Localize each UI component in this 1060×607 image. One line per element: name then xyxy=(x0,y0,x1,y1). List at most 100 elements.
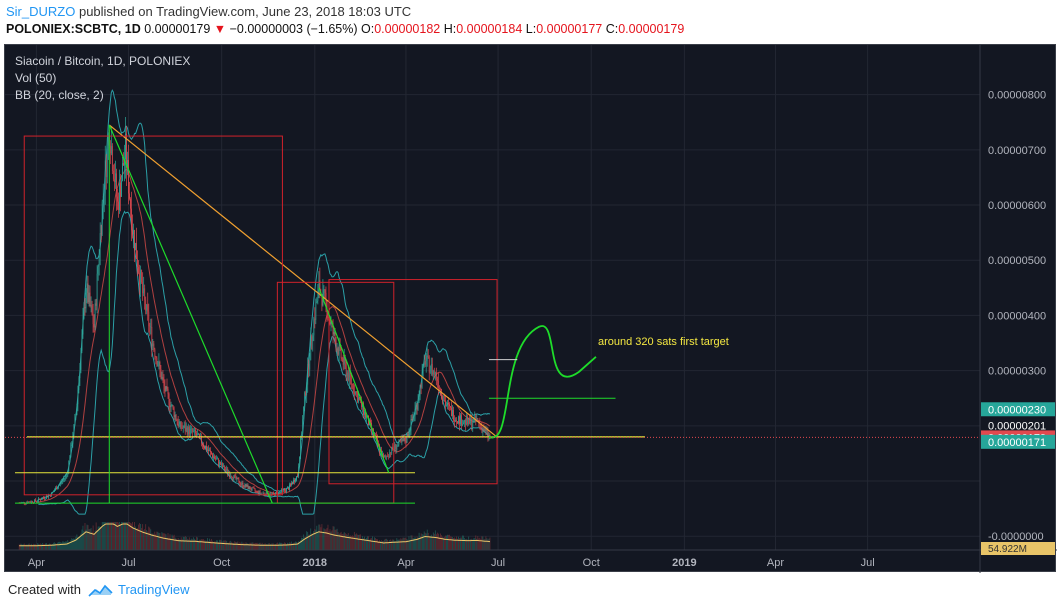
close-value: 0.00000179 xyxy=(618,22,685,36)
price-badge xyxy=(981,402,1055,417)
tradingview-logo-icon[interactable] xyxy=(88,581,114,599)
candle-body xyxy=(48,495,49,498)
volume-bar xyxy=(379,540,380,550)
candle-body xyxy=(384,455,386,458)
candle-body xyxy=(95,303,97,306)
candle-body xyxy=(167,388,169,394)
candle-body xyxy=(424,361,426,365)
volume-bar xyxy=(409,540,411,550)
candle-body xyxy=(103,193,105,197)
volume-bar xyxy=(405,537,407,550)
candle-body xyxy=(248,486,250,489)
candle-body xyxy=(332,323,334,335)
candle-body xyxy=(183,425,185,428)
volume-bar xyxy=(215,541,216,550)
chart-panel[interactable]: 0.00000800 0.00000700 0.00000600 0.00000500… xyxy=(4,44,1057,573)
candle-body xyxy=(141,269,143,283)
volume-bar xyxy=(411,535,413,550)
volume-bar xyxy=(421,533,423,550)
volume-bar xyxy=(230,540,232,550)
candle-body xyxy=(483,428,485,432)
volume-bar xyxy=(466,538,468,550)
candle-body xyxy=(77,389,79,405)
candle-body xyxy=(405,441,407,443)
candle-body xyxy=(157,365,159,367)
candle-body xyxy=(135,242,136,251)
volume-bar xyxy=(139,523,141,550)
tradingview-brand-link[interactable]: TradingView xyxy=(118,582,190,597)
volume-bar xyxy=(450,536,451,550)
candle-body xyxy=(94,303,96,328)
candle-body xyxy=(289,484,290,490)
candle-body xyxy=(316,300,318,303)
volume-bar xyxy=(298,541,299,550)
candle-body xyxy=(147,304,149,312)
price-badge xyxy=(981,418,1055,433)
volume-bar xyxy=(199,539,200,550)
volume-bar xyxy=(390,539,392,550)
volume-bar xyxy=(478,538,480,550)
volume-bar xyxy=(197,537,198,550)
x-tick-label: Jul xyxy=(491,557,505,569)
volume-bar xyxy=(324,529,326,550)
candle-body xyxy=(456,420,457,422)
candle-body xyxy=(21,502,23,503)
low-label: L: xyxy=(525,22,537,36)
y-tick-label: 0.00000700 xyxy=(988,145,1046,157)
candle-body xyxy=(134,230,135,251)
candle-body xyxy=(64,478,66,479)
volume-bar xyxy=(29,544,31,550)
volume-bar xyxy=(350,536,352,550)
candle-body xyxy=(261,492,263,494)
candle-body xyxy=(355,391,357,394)
volume-bar xyxy=(190,538,192,550)
candle-body xyxy=(291,483,292,485)
candle-body xyxy=(442,396,443,401)
volume-bar xyxy=(401,539,403,550)
volume-bar xyxy=(353,531,355,550)
candle-body xyxy=(139,272,141,285)
volume-bar xyxy=(98,526,100,550)
volume-bar xyxy=(246,542,248,550)
candle-body xyxy=(471,418,473,427)
candle-body xyxy=(80,350,82,370)
volume-bar xyxy=(359,534,360,550)
target-annotation: around 320 sats first target xyxy=(598,336,729,348)
author-link[interactable]: Sir_DURZO xyxy=(6,4,76,19)
volume-bar xyxy=(110,522,112,550)
volume-bar xyxy=(387,539,389,550)
volume-bar xyxy=(225,540,227,550)
candle-body xyxy=(205,446,206,448)
candle-body xyxy=(160,369,162,379)
volume-bar xyxy=(424,532,426,550)
candle-body xyxy=(287,488,288,489)
volume-bar xyxy=(91,531,93,550)
candle-body xyxy=(53,491,54,492)
volume-bar xyxy=(305,536,307,550)
volume-bar xyxy=(198,540,199,550)
candle-body xyxy=(46,495,47,499)
candle-body xyxy=(265,491,267,496)
volume-bar xyxy=(222,541,224,550)
volume-bar xyxy=(457,538,458,550)
volume-bar xyxy=(174,537,176,550)
volume-bar xyxy=(480,539,482,550)
volume-bar xyxy=(357,534,359,550)
volume-bar xyxy=(86,524,88,550)
candle-body xyxy=(127,159,128,168)
candle-body xyxy=(174,414,176,418)
volume-bar xyxy=(303,534,305,550)
y-tick-label: 0.00000300 xyxy=(988,366,1046,378)
candle-body xyxy=(359,397,360,400)
volume-bar xyxy=(116,522,117,550)
candle-body xyxy=(247,485,249,489)
volume-bar xyxy=(232,543,234,550)
volume-bar xyxy=(414,536,416,550)
candle-body xyxy=(364,411,365,415)
volume-badge-label: 54.922M xyxy=(988,544,1027,555)
price-chart[interactable]: 0.00000800 0.00000700 0.00000600 0.00000500… xyxy=(5,45,1057,573)
volume-bar xyxy=(40,543,41,550)
candle-body xyxy=(334,332,336,341)
price-change: −0.00000003 (−1.65%) xyxy=(229,22,358,36)
volume-bar xyxy=(74,538,76,550)
